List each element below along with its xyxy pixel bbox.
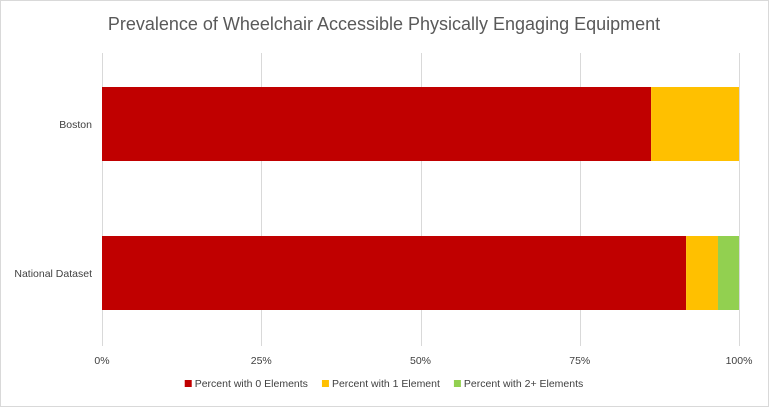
x-tick-label: 100% bbox=[726, 355, 753, 367]
x-tick-label: 50% bbox=[410, 355, 431, 367]
chart-title: Prevalence of Wheelchair Accessible Phys… bbox=[108, 14, 660, 34]
axis-labels: 0% 25% 50% 75% 100% Boston National Dataset bbox=[14, 119, 752, 367]
legend: Percent with 0 Elements Percent with 1 El… bbox=[184, 378, 583, 390]
category-label: National Dataset bbox=[14, 268, 92, 280]
legend-swatch bbox=[184, 380, 192, 387]
bar-segment bbox=[102, 236, 687, 310]
bar-segment bbox=[717, 236, 739, 310]
category-label: Boston bbox=[59, 119, 92, 131]
legend-label: Percent with 1 Element bbox=[332, 378, 440, 390]
bar-segment bbox=[102, 87, 652, 161]
x-tick-label: 75% bbox=[569, 355, 590, 367]
bar-segment bbox=[686, 236, 718, 310]
x-tick-label: 25% bbox=[251, 355, 272, 367]
x-tick-label: 0% bbox=[94, 355, 109, 367]
bar-segment bbox=[651, 87, 739, 161]
legend-swatch bbox=[321, 380, 329, 387]
legend-label: Percent with 0 Elements bbox=[195, 378, 308, 390]
bars bbox=[102, 87, 739, 310]
legend-swatch bbox=[453, 380, 461, 387]
legend-label: Percent with 2+ Elements bbox=[464, 378, 583, 390]
